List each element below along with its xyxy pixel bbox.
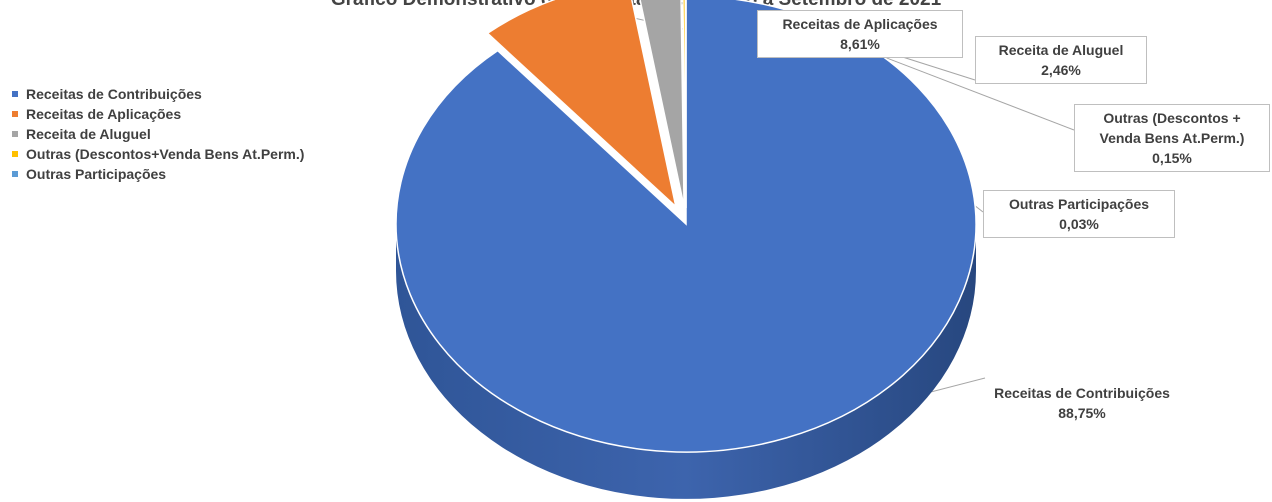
data-label-outras-descontos: Outras (Descontos + Venda Bens At.Perm.)… (1074, 104, 1270, 172)
pie-sides (396, 224, 976, 499)
legend-label: Outras (Descontos+Venda Bens At.Perm.) (26, 146, 305, 162)
data-label-name: Receitas de Aplicações (782, 16, 938, 32)
legend-swatch (12, 111, 18, 117)
legend-item-contribuicoes: Receitas de Contribuições (12, 84, 304, 104)
data-label-name-line2: Venda Bens At.Perm.) (1099, 130, 1245, 146)
data-label-percent: 0,15% (1152, 150, 1192, 166)
data-label-name-line1: Outras (Descontos + (1103, 110, 1241, 126)
chart-title: Gráfico Demonstrativo das Receitas de Ja… (0, 0, 1272, 11)
data-label-percent: 2,46% (1041, 62, 1081, 78)
data-label-name: Receita de Aluguel (998, 42, 1124, 58)
pie-slice-2 (639, 0, 685, 207)
data-label-aplicacoes: Receitas de Aplicações 8,61% (757, 10, 963, 58)
legend-label: Outras Participações (26, 166, 167, 182)
data-label-contribuicoes: Receitas de Contribuições 88,75% (962, 380, 1202, 426)
legend-item-aluguel: Receita de Aluguel (12, 124, 304, 144)
legend-label: Receitas de Aplicações (26, 106, 182, 122)
data-label-percent: 0,03% (1059, 216, 1099, 232)
data-label-percent: 8,61% (840, 36, 880, 52)
legend-item-aplicacoes: Receitas de Aplicações (12, 104, 304, 124)
legend-label: Receitas de Contribuições (26, 86, 202, 102)
legend-label: Receita de Aluguel (26, 126, 151, 142)
pie-slice-4 (684, 0, 687, 209)
legend-swatch (12, 171, 18, 177)
pie-slice-0 (395, 0, 977, 453)
data-label-outras-participacoes: Outras Participações 0,03% (983, 190, 1175, 238)
data-label-name: Outras Participações (1008, 196, 1150, 212)
legend-swatch (12, 91, 18, 97)
legend-item-outras-descontos: Outras (Descontos+Venda Bens At.Perm.) (12, 144, 304, 164)
pie-slices (395, 0, 977, 453)
data-label-name: Receitas de Contribuições (994, 385, 1170, 401)
data-label-percent: 88,75% (1058, 405, 1106, 421)
pie-slice-1 (486, 0, 678, 209)
legend-swatch (12, 151, 18, 157)
legend-swatch (12, 131, 18, 137)
pie-side-0 (396, 224, 976, 499)
legend: Receitas de Contribuições Receitas de Ap… (12, 84, 304, 184)
legend-item-outras-participacoes: Outras Participações (12, 164, 304, 184)
data-label-aluguel: Receita de Aluguel 2,46% (975, 36, 1147, 84)
